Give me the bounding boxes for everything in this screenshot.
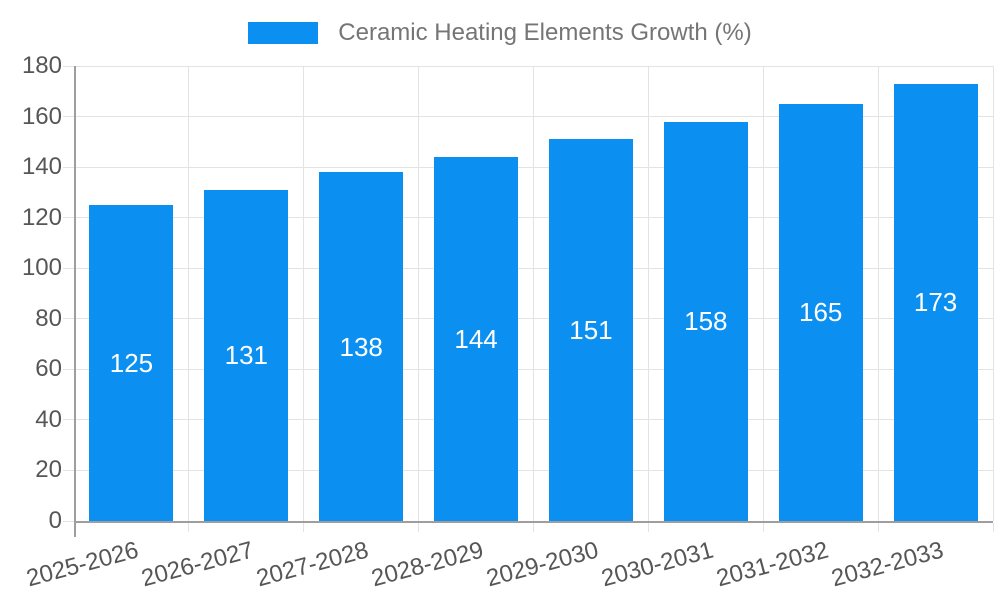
bar[interactable]: 138	[319, 172, 404, 521]
bar[interactable]: 173	[893, 83, 978, 521]
x-tick	[992, 523, 994, 532]
bar-value-label: 125	[109, 348, 154, 378]
h-gridline	[76, 318, 993, 320]
legend: Ceramic Heating Elements Growth (%)	[0, 19, 1000, 47]
h-gridline	[76, 217, 993, 219]
y-axis-tick-label: 40	[35, 405, 62, 433]
bar[interactable]: 165	[778, 103, 863, 521]
bar-value-label: 131	[224, 340, 268, 371]
bar[interactable]: 151	[548, 139, 633, 521]
legend-swatch-icon	[248, 22, 319, 44]
y-tick	[63, 520, 74, 522]
y-tick	[63, 116, 74, 118]
legend-label: Ceramic Heating Elements Growth (%)	[338, 19, 752, 46]
y-tick	[63, 166, 74, 168]
bar[interactable]: 125	[89, 205, 174, 521]
v-gridline	[992, 66, 994, 521]
v-gridline	[303, 66, 305, 521]
bar[interactable]: 144	[434, 157, 519, 521]
y-tick	[63, 267, 74, 269]
v-gridline	[762, 66, 764, 521]
y-tick	[63, 318, 74, 320]
x-tick	[188, 523, 190, 532]
h-gridline	[76, 419, 993, 421]
v-gridline	[877, 66, 879, 521]
x-tick	[647, 523, 649, 532]
y-axis-line	[74, 66, 76, 537]
y-tick	[63, 368, 74, 370]
y-axis-tick-label: 0	[48, 507, 62, 534]
y-axis-tick-label: 20	[35, 456, 62, 484]
y-tick	[63, 217, 74, 219]
bar-value-label: 144	[454, 324, 498, 354]
y-axis-tick-label: 80	[35, 304, 62, 332]
bar-value-label: 138	[339, 331, 383, 362]
x-tick	[418, 523, 420, 532]
bar[interactable]: 131	[204, 189, 289, 521]
plot-area: 0 20 40 60 80 100 120 140 160 180 125 2025-2026 131 2…	[22, 52, 994, 592]
y-tick	[63, 419, 74, 421]
y-axis-tick-label: 160	[21, 102, 62, 130]
h-gridline	[76, 267, 993, 269]
v-gridline	[188, 66, 190, 521]
legend-item[interactable]: Ceramic Heating Elements Growth (%)	[248, 19, 752, 47]
bar[interactable]: 158	[663, 121, 748, 521]
bar-value-label: 151	[569, 315, 613, 346]
y-axis-tick-label: 180	[21, 52, 62, 79]
x-axis-baseline	[74, 521, 993, 523]
h-gridline	[76, 469, 993, 471]
v-gridline	[418, 66, 420, 521]
x-tick	[303, 523, 305, 532]
x-tick	[762, 523, 764, 532]
v-gridline	[533, 66, 534, 521]
y-axis-tick-label: 60	[35, 355, 62, 383]
y-axis-tick-label: 120	[21, 203, 62, 231]
h-gridline	[76, 65, 993, 67]
y-tick	[63, 469, 74, 471]
v-gridline	[647, 66, 649, 521]
bar-value-label: 173	[913, 287, 958, 318]
y-axis-tick-label: 140	[21, 153, 62, 181]
bar-value-label: 165	[798, 297, 843, 328]
h-gridline	[76, 166, 993, 168]
bar-value-label: 158	[684, 306, 728, 337]
h-gridline	[76, 368, 993, 370]
y-axis-tick-label: 100	[21, 254, 62, 282]
h-gridline	[76, 116, 993, 118]
x-tick	[533, 523, 534, 532]
x-tick	[877, 523, 879, 532]
y-tick	[63, 65, 74, 67]
